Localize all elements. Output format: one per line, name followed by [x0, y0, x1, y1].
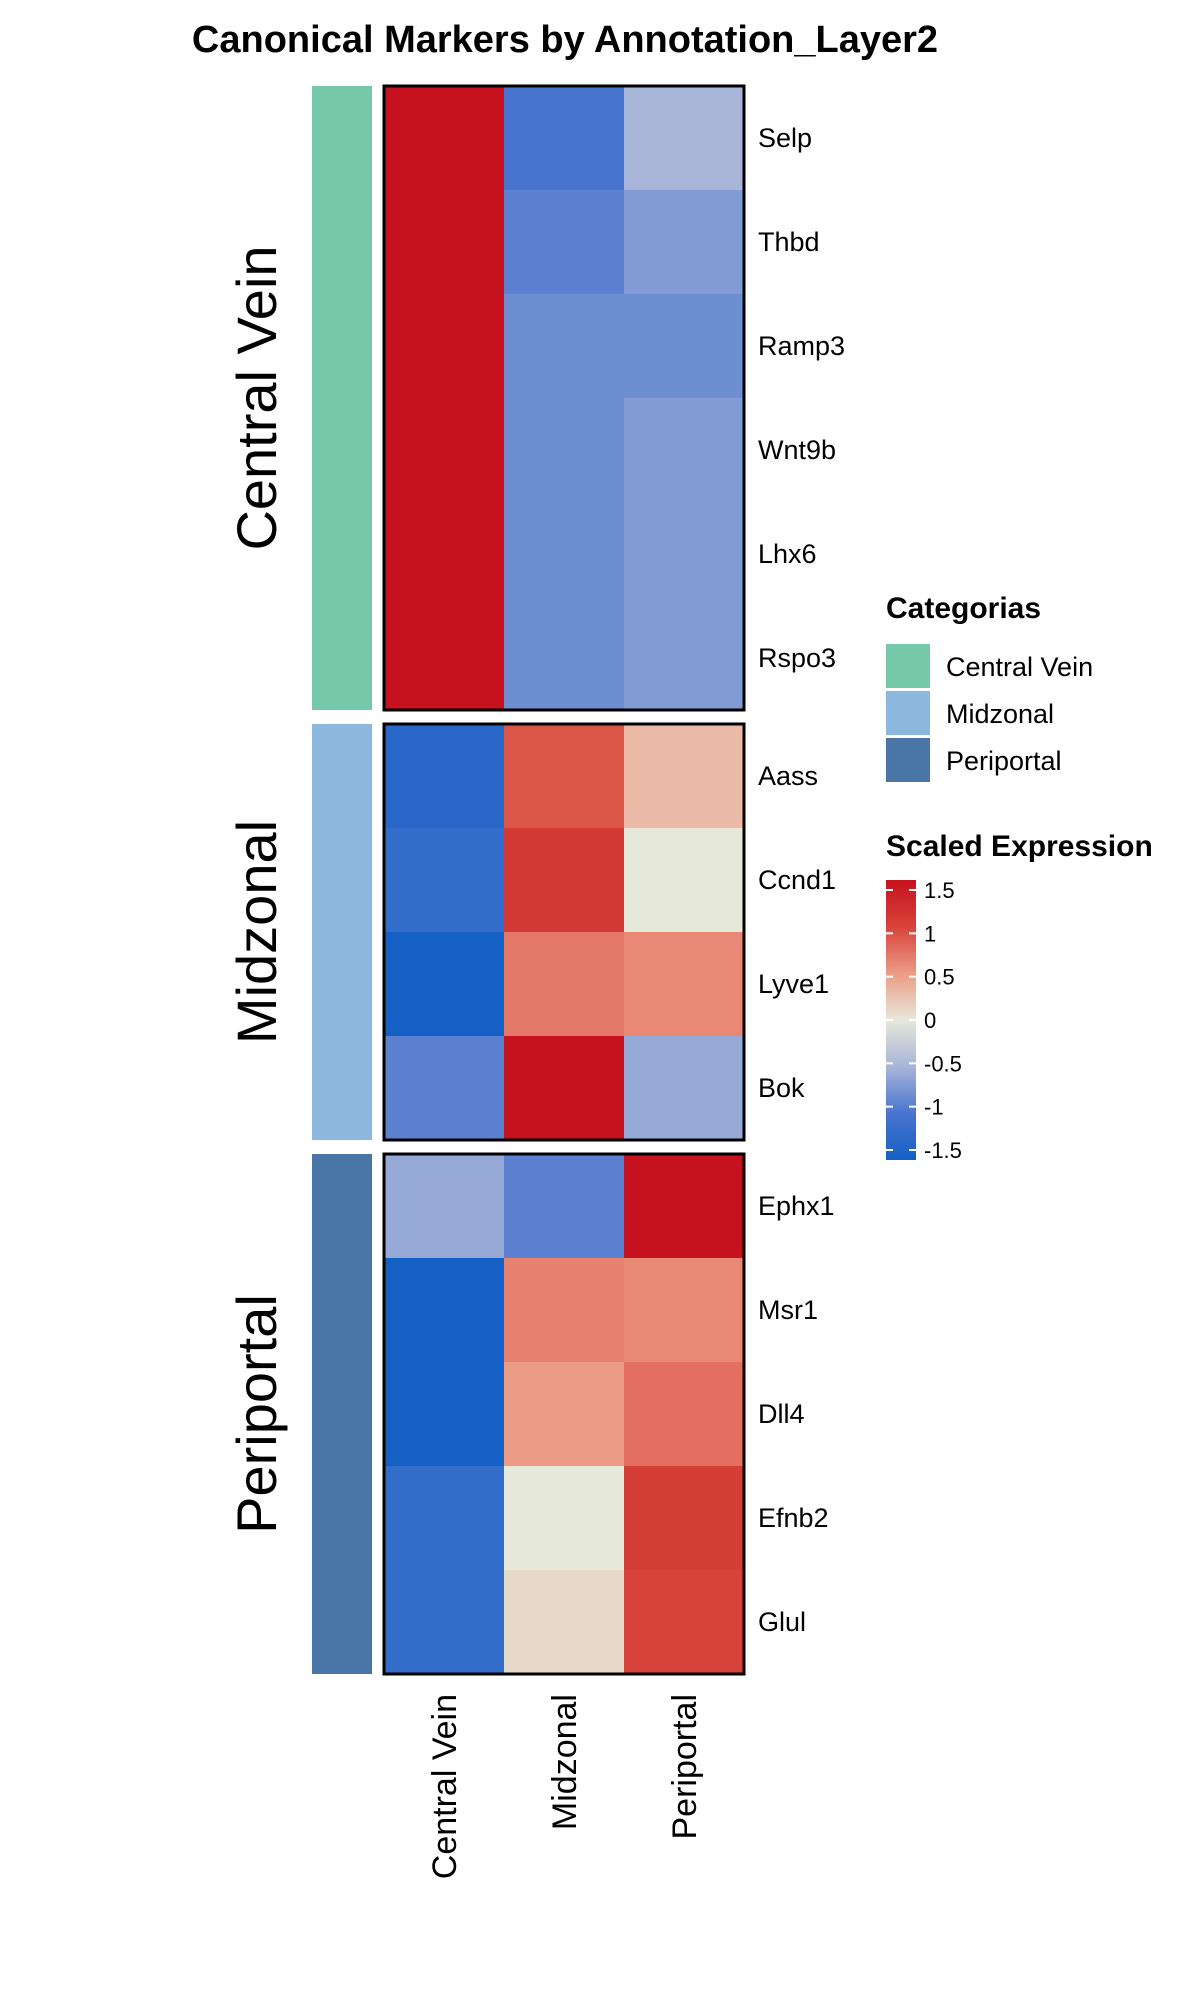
row-label: Efnb2	[758, 1503, 829, 1533]
annotation-bar-0	[312, 86, 372, 710]
row-label: Ccnd1	[758, 865, 836, 895]
heatmap-cell	[384, 502, 505, 607]
scale-tick-label: 1	[924, 921, 936, 946]
heatmap-cell	[384, 294, 505, 399]
heatmap-cell	[624, 1258, 745, 1363]
row-label: Ephx1	[758, 1191, 835, 1221]
heatmap-cell	[504, 1466, 625, 1571]
heatmap-cell	[504, 1258, 625, 1363]
scale-tick-label: 0.5	[924, 965, 955, 990]
legend-item-label: Midzonal	[946, 699, 1054, 729]
heatmap-cells	[384, 86, 745, 1675]
heatmap-cell	[624, 294, 745, 399]
legend-scale-title: Scaled Expression	[886, 830, 1153, 863]
heatmap-cell	[504, 294, 625, 399]
annotation-bar-1	[312, 724, 372, 1140]
heatmap-cell	[504, 190, 625, 295]
heatmap-cell	[384, 828, 505, 933]
scale-tick-label: -1	[924, 1095, 944, 1120]
scale-tick-label: 0	[924, 1008, 936, 1033]
row-label: Aass	[758, 761, 818, 791]
heatmap-cell	[384, 398, 505, 503]
heatmap-cell	[384, 1362, 505, 1467]
heatmap-cell	[384, 1036, 505, 1141]
heatmap-cell	[504, 932, 625, 1037]
heatmap-cell	[384, 606, 505, 711]
row-label: Selp	[758, 123, 812, 153]
row-label: Dll4	[758, 1399, 805, 1429]
heatmap-cell	[384, 1154, 505, 1259]
column-label: Central Vein	[426, 1694, 464, 1879]
row-label: Lhx6	[758, 539, 817, 569]
group-borders	[382, 84, 746, 1676]
chart-title: Canonical Markers by Annotation_Layer2	[192, 19, 938, 61]
scale-tick-label: -0.5	[924, 1051, 962, 1076]
legend-swatch	[886, 738, 930, 782]
heatmap-cell	[504, 828, 625, 933]
column-label: Midzonal	[546, 1694, 584, 1830]
heatmap-cell	[384, 1570, 505, 1675]
group-label: Central Vein	[225, 245, 288, 550]
row-label: Bok	[758, 1073, 805, 1103]
heatmap-cell	[504, 398, 625, 503]
heatmap-cell	[384, 932, 505, 1037]
heatmap-cell	[384, 190, 505, 295]
annotation-bar-2	[312, 1154, 372, 1674]
row-label: Rspo3	[758, 643, 836, 673]
heatmap-cell	[624, 932, 745, 1037]
legend-swatch	[886, 691, 930, 735]
heatmap-cell	[624, 86, 745, 191]
row-label: Wnt9b	[758, 435, 836, 465]
row-label: Glul	[758, 1607, 806, 1637]
heatmap-cell	[384, 1258, 505, 1363]
heatmap-cell	[384, 1466, 505, 1571]
row-label: Thbd	[758, 227, 820, 257]
column-labels: Central Vein Midzonal Periportal	[426, 1694, 704, 1879]
heatmap-cell	[504, 502, 625, 607]
group-label: Midzonal	[225, 820, 288, 1044]
heatmap-cell	[504, 606, 625, 711]
heatmap-cell	[504, 1036, 625, 1141]
column-label: Periportal	[666, 1694, 704, 1840]
heatmap-cell	[384, 724, 505, 829]
heatmap-cell	[504, 1154, 625, 1259]
heatmap-cell	[504, 86, 625, 191]
heatmap-cell	[624, 398, 745, 503]
annotation-bars	[312, 86, 372, 1674]
heatmap-cell	[504, 724, 625, 829]
legend-swatch	[886, 644, 930, 688]
heatmap-cell	[624, 1570, 745, 1675]
heatmap-cell	[624, 1036, 745, 1141]
legend-categories-title: Categorias	[886, 592, 1041, 625]
heatmap-cell	[384, 86, 505, 191]
scale-tick-label: -1.5	[924, 1138, 962, 1163]
legend: Categorias Central Vein Midzonal Periportal…	[886, 592, 1153, 1163]
heatmap-cell	[624, 1154, 745, 1259]
heatmap-cell	[624, 828, 745, 933]
heatmap-cell	[624, 724, 745, 829]
legend-item-label: Periportal	[946, 746, 1062, 776]
row-label: Msr1	[758, 1295, 818, 1325]
heatmap-cell	[504, 1570, 625, 1675]
heatmap-cell	[504, 1362, 625, 1467]
group-labels: Central Vein Midzonal Periportal	[225, 245, 288, 1533]
row-label: Ramp3	[758, 331, 845, 361]
legend-item-label: Central Vein	[946, 652, 1093, 682]
row-labels: Selp Thbd Ramp3 Wnt9b Lhx6 Rspo3 Aass Ccnd1 Lyve…	[758, 123, 845, 1637]
heatmap-cell	[624, 502, 745, 607]
group-border-0	[382, 84, 746, 712]
heatmap-cell	[624, 606, 745, 711]
group-border-2	[382, 1152, 746, 1676]
group-border-1	[382, 722, 746, 1142]
scale-tick-label: 1.5	[924, 878, 955, 903]
row-label: Lyve1	[758, 969, 829, 999]
heatmap-cell	[624, 190, 745, 295]
heatmap-cell	[624, 1466, 745, 1571]
heatmap-cell	[624, 1362, 745, 1467]
group-label: Periportal	[225, 1294, 288, 1534]
